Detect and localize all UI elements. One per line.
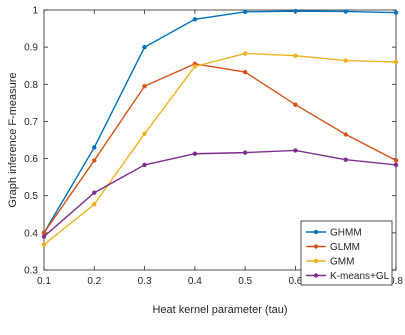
- data-point: [142, 83, 147, 89]
- series-line: [43, 63, 397, 234]
- data-point: [142, 131, 147, 136]
- x-tick-label: 0.6: [288, 276, 302, 287]
- data-point: [242, 69, 248, 75]
- legend-swatch-marker: [313, 273, 319, 278]
- data-point: [393, 162, 399, 168]
- legend-entry: GMM: [306, 257, 354, 268]
- y-tick-label: 1: [32, 6, 38, 17]
- x-tick-label: 0.3: [138, 276, 152, 287]
- y-axis-label: Graph inference F-measure: [7, 72, 19, 207]
- data-point: [393, 158, 399, 163]
- axis-ticks: 0.10.20.30.40.50.60.70.80.30.40.50.60.70…: [24, 6, 403, 288]
- data-point: [343, 157, 348, 162]
- data-point: [142, 162, 147, 168]
- y-tick-label: 0.7: [24, 117, 38, 128]
- legend-items: GHMM GLMM GMM K-means+GL: [306, 228, 390, 282]
- data-point: [393, 10, 399, 15]
- series-line: [43, 149, 397, 238]
- series-gmm: [41, 51, 399, 247]
- data-point: [343, 9, 348, 14]
- legend: GHMM GLMM GMM K-means+GL: [300, 220, 393, 286]
- series-lines: [41, 8, 399, 247]
- series-ghmm: [41, 8, 399, 236]
- data-point: [92, 202, 97, 207]
- series-k-means-gl: [41, 148, 399, 239]
- y-tick-label: 0.5: [24, 191, 38, 202]
- data-point: [92, 190, 97, 195]
- data-point: [293, 102, 298, 107]
- data-point: [293, 8, 298, 14]
- series-glmm: [41, 61, 399, 236]
- legend-label: GLMM: [330, 242, 360, 253]
- data-point: [242, 9, 248, 15]
- data-point: [343, 132, 348, 137]
- data-point: [192, 64, 198, 69]
- y-tick-label: 0.9: [24, 43, 38, 54]
- legend-swatch-marker: [313, 258, 319, 264]
- x-axis-label: Heat kernel parameter (tau): [152, 304, 287, 316]
- data-point: [142, 44, 147, 50]
- y-tick-label: 0.4: [24, 228, 38, 239]
- y-tick-label: 0.8: [24, 80, 38, 91]
- legend-entry: K-means+GL: [306, 271, 390, 282]
- legend-swatch-marker: [313, 244, 319, 249]
- legend-label: GHMM: [330, 228, 362, 239]
- x-tick-label: 0.8: [389, 276, 403, 287]
- y-tick-label: 0.3: [24, 266, 38, 277]
- legend-swatch-marker: [313, 229, 319, 235]
- x-tick-label: 0.4: [188, 276, 202, 287]
- y-tick-label: 0.6: [24, 154, 38, 165]
- data-point: [41, 242, 47, 247]
- data-point: [192, 151, 198, 156]
- data-point: [92, 145, 97, 150]
- data-point: [41, 230, 47, 236]
- series-line: [43, 10, 397, 234]
- legend-entry: GLMM: [306, 242, 360, 253]
- legend-label: GMM: [330, 257, 354, 268]
- data-point: [293, 148, 298, 153]
- data-point: [393, 59, 399, 65]
- x-tick-label: 0.5: [238, 276, 252, 287]
- data-point: [242, 150, 248, 155]
- x-tick-label: 0.1: [37, 276, 51, 287]
- data-point: [92, 158, 97, 163]
- data-point: [242, 51, 248, 56]
- data-point: [41, 234, 47, 239]
- legend-entry: GHMM: [306, 228, 362, 239]
- data-point: [343, 58, 348, 63]
- data-point: [192, 17, 198, 22]
- series-line: [43, 52, 397, 246]
- x-tick-label: 0.2: [87, 276, 101, 287]
- legend-label: K-means+GL: [330, 271, 390, 282]
- data-point: [293, 53, 298, 58]
